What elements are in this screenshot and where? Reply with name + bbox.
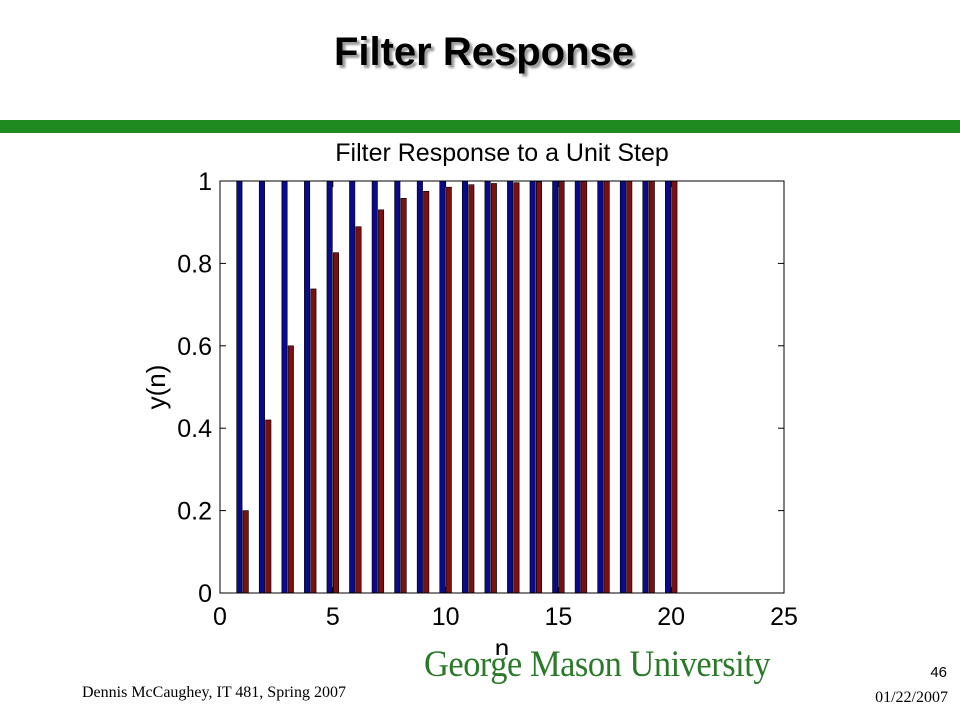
- x-axis-label: n: [495, 633, 509, 655]
- step-response-chart: Filter Response to a Unit Step 0 5 10 15 20 2…: [141, 139, 798, 655]
- bar-series1-n5: [326, 180, 333, 594]
- y-tick-label: 0.4: [177, 415, 212, 443]
- x-tick-label: 15: [544, 603, 572, 631]
- y-tick-label: 0.2: [177, 498, 212, 526]
- bar-series2-n4: [310, 288, 317, 594]
- y-tick-label: 0.8: [177, 250, 212, 278]
- bar-series2-n6: [355, 226, 362, 594]
- bar-series2-n16: [581, 181, 588, 594]
- chart-title: Filter Response to a Unit Step: [335, 139, 669, 167]
- bar-series2-n14: [535, 181, 542, 594]
- bar-series2-n10: [445, 186, 452, 594]
- bar-series2-n5: [332, 252, 339, 594]
- bar-series2-n13: [513, 182, 520, 594]
- x-tick-label: 5: [326, 603, 340, 631]
- bar-series1-n20: [665, 180, 672, 594]
- bar-series2-n8: [400, 197, 407, 594]
- title-rule: [0, 120, 960, 133]
- bar-series1-n6: [349, 180, 356, 594]
- x-tick-label: 25: [770, 603, 798, 631]
- university-logo: George Mason University: [424, 644, 771, 685]
- bar-series2-n17: [603, 180, 610, 594]
- bar-series2-n11: [468, 184, 475, 594]
- y-tick-label: 0: [198, 580, 212, 608]
- bar-series1-n8: [394, 180, 401, 594]
- bar-series1-n19: [642, 180, 649, 594]
- bar-series1-n11: [461, 180, 469, 594]
- bar-series2-n3: [287, 345, 294, 594]
- bar-series1-n16: [574, 180, 581, 594]
- ticks-group: 0 5 10 15 20 25 0 0.2 0.4 0.6 0.8 1: [177, 168, 798, 631]
- footer-author: Dennis McCaughey, IT 481, Spring 2007: [82, 684, 346, 701]
- y-tick-label: 0.6: [177, 333, 212, 361]
- bar-series2-n18: [626, 180, 633, 594]
- x-tick-label: 20: [657, 603, 685, 631]
- bar-series1-n4: [304, 180, 311, 594]
- bar-series2-n19: [648, 180, 655, 594]
- bars-group: [236, 180, 678, 594]
- slide-number: 46: [930, 664, 947, 681]
- bar-series1-n2: [258, 180, 265, 594]
- x-tick-label: 10: [432, 603, 460, 631]
- bar-series1-n9: [416, 180, 423, 594]
- bar-series1-n1: [236, 180, 243, 594]
- bar-series1-n13: [507, 180, 514, 594]
- bar-series2-n2: [265, 419, 272, 594]
- bar-series2-n12: [490, 183, 497, 594]
- slide-title: Filter Response: [333, 30, 635, 74]
- bar-series1-n12: [484, 180, 491, 594]
- plot-frame: [219, 180, 785, 594]
- bar-series1-n10: [439, 180, 446, 594]
- bar-series2-n20: [671, 180, 678, 594]
- x-tick-label: 0: [213, 603, 227, 631]
- bar-series1-n7: [371, 180, 378, 594]
- bar-series2-n7: [378, 209, 385, 594]
- bar-series1-n18: [619, 180, 626, 594]
- bar-series2-n15: [558, 181, 565, 594]
- footer-date: 01/22/2007: [875, 689, 948, 706]
- y-tick-label: 1: [198, 168, 212, 196]
- bar-series1-n3: [281, 180, 288, 594]
- bar-series1-n17: [597, 180, 604, 594]
- bar-series1-n15: [552, 180, 559, 594]
- bar-series2-n9: [423, 190, 430, 594]
- bar-series1-n14: [529, 180, 536, 594]
- bar-series2-n1: [242, 510, 249, 594]
- y-axis-label: y(n): [141, 365, 171, 410]
